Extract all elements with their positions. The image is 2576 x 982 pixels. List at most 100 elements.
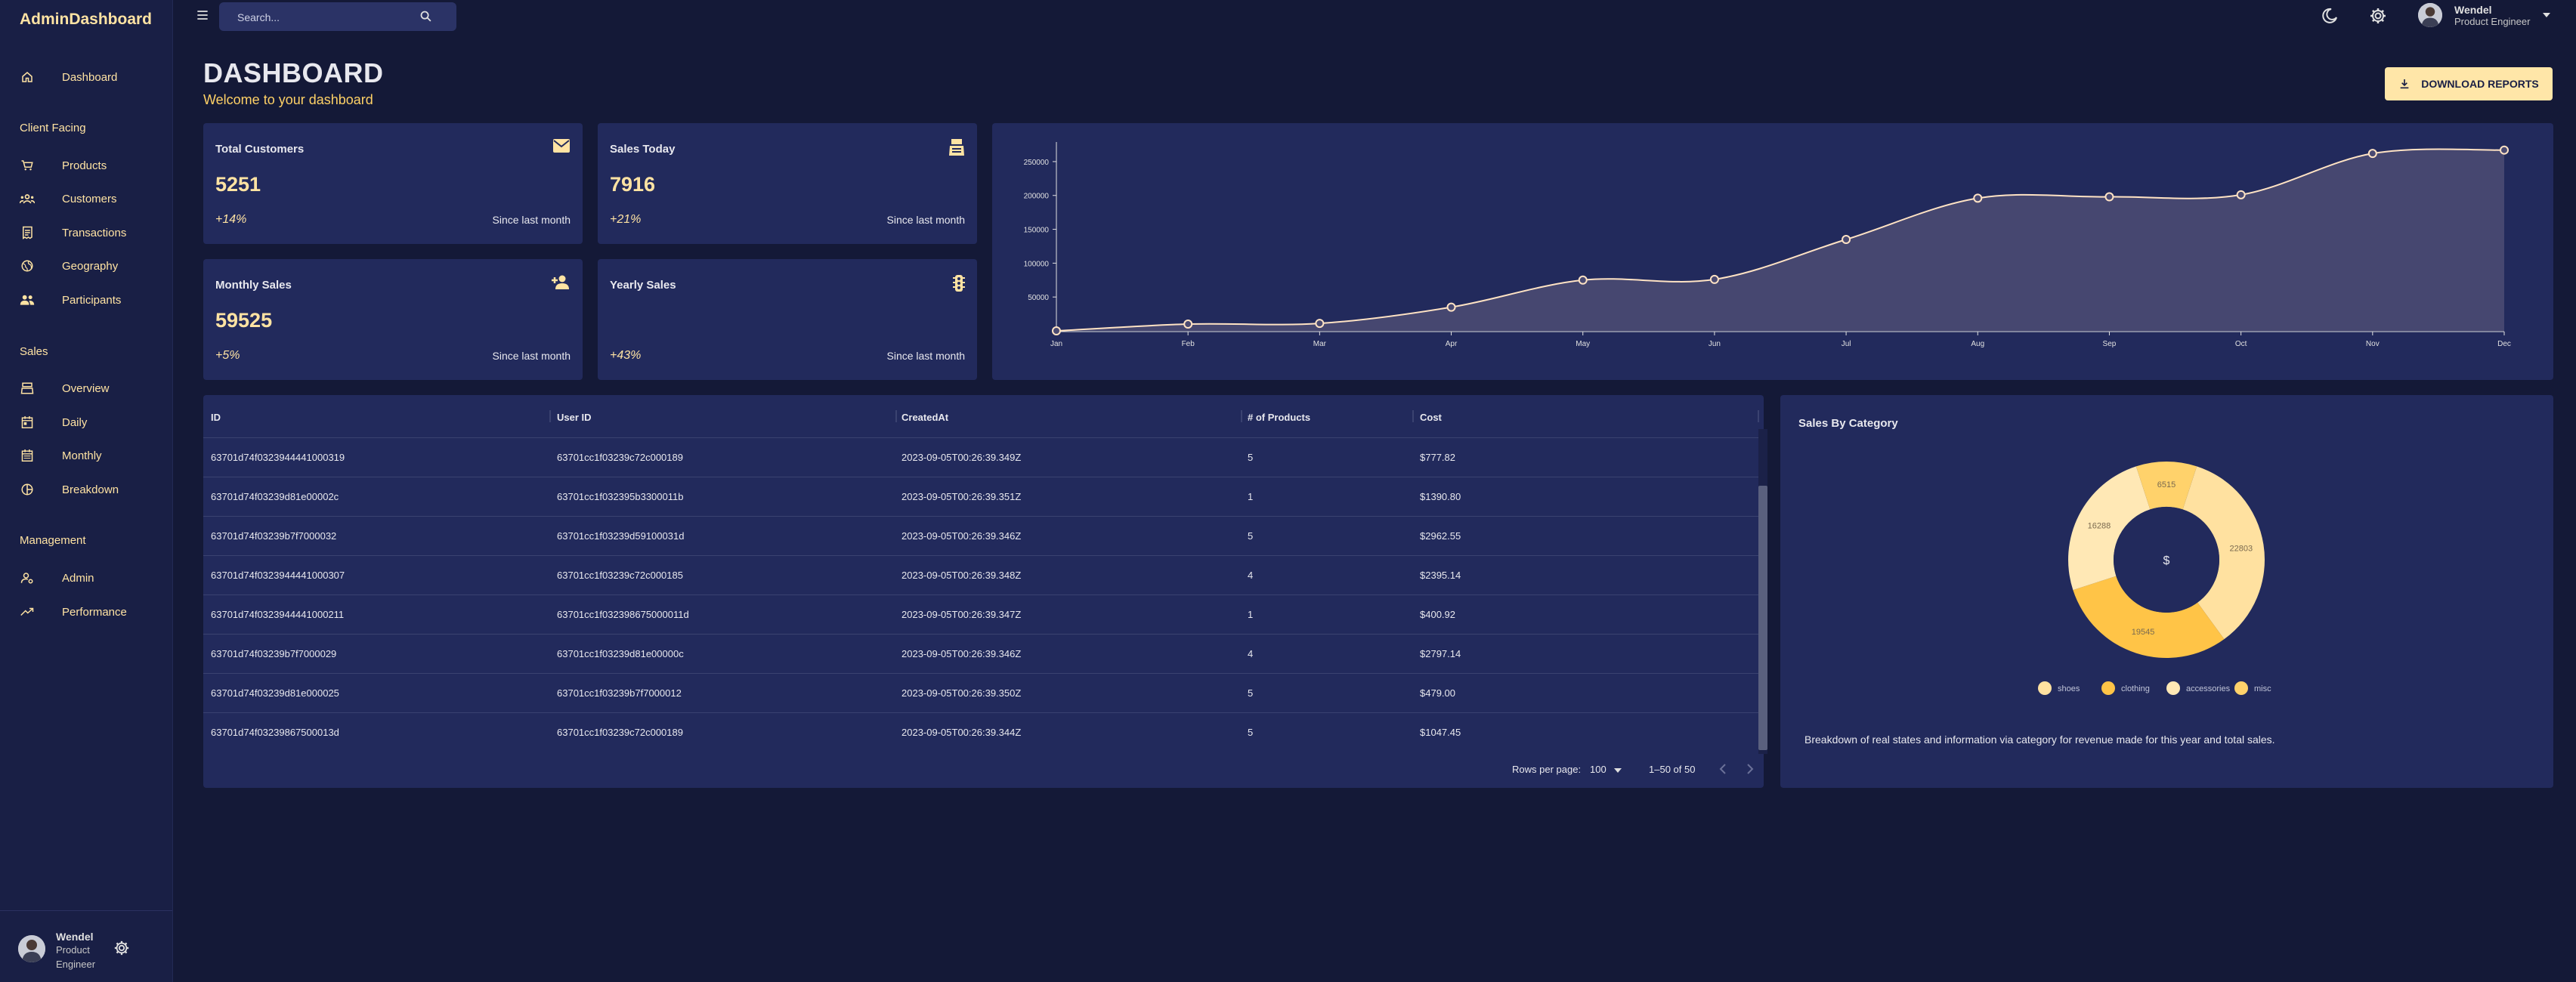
table-row[interactable]: 63701d74f03239d81e000025 63701cc1f03239b7… — [203, 673, 1764, 713]
sidebar-item-label: Breakdown — [62, 483, 119, 496]
sidebar-divider — [0, 910, 172, 911]
x-tick-label: Aug — [1971, 340, 1984, 348]
sidebar-item-monthly[interactable]: Monthly — [20, 440, 163, 471]
table-cell: $400.92 — [1420, 609, 1455, 620]
data-point — [2500, 145, 2509, 155]
column-separator[interactable] — [895, 410, 897, 422]
search-input[interactable] — [236, 2, 420, 32]
chevron-down-icon — [1613, 764, 1622, 775]
column-header-user-id[interactable]: User ID — [557, 412, 592, 423]
sidebar-item-customers[interactable]: Customers — [20, 184, 163, 214]
pie-slice-label: 19545 — [2132, 628, 2155, 637]
stat-since: Since last month — [886, 214, 966, 226]
trending-up-icon — [20, 604, 35, 619]
sales-area-chart: 50000 100000 150000 200000 250000 Jan Feb Mar Ap… — [1024, 142, 2511, 348]
table-row[interactable]: 63701d74f0323944441000307 63701cc1f03239c… — [203, 555, 1764, 595]
gear-icon[interactable] — [113, 940, 130, 960]
data-point — [1578, 275, 1588, 285]
pie-slice-accessories — [2068, 466, 2151, 591]
prev-page-icon[interactable] — [1719, 764, 1727, 778]
table-row[interactable]: 63701d74f03239867500013d 63701cc1f03239c7… — [203, 712, 1764, 752]
sidebar-item-dashboard[interactable]: Dashboard — [20, 62, 163, 92]
traffic-icon — [953, 274, 965, 296]
table-cell: $2395.14 — [1420, 570, 1461, 581]
settings-icon[interactable] — [2369, 7, 2387, 29]
dark-mode-icon[interactable] — [2321, 7, 2339, 29]
x-tick-label: Dec — [2497, 340, 2511, 348]
stat-change: +21% — [610, 213, 642, 226]
column-separator[interactable] — [1412, 410, 1414, 422]
next-page-icon[interactable] — [1746, 764, 1754, 778]
table-cell: $2962.55 — [1420, 530, 1461, 542]
table-cell: 2023-09-05T00:26:39.350Z — [901, 687, 1022, 699]
column-header-products[interactable]: # of Products — [1248, 412, 1311, 423]
stat-value: 7916 — [610, 173, 656, 196]
table-cell: 2023-09-05T00:26:39.349Z — [901, 452, 1022, 463]
x-tick-label: May — [1576, 340, 1590, 348]
data-point — [1842, 235, 1851, 244]
legend-dot — [2234, 681, 2248, 695]
stat-card-sales-today: Sales Today 7916 +21% Since last month — [598, 123, 977, 244]
stat-change: +43% — [610, 349, 642, 362]
sidebar-item-performance[interactable]: Performance — [20, 597, 163, 627]
table-row[interactable]: 63701d74f03239d81e00002c 63701cc1f032395b… — [203, 477, 1764, 517]
column-header-cost[interactable]: Cost — [1420, 412, 1442, 423]
column-header-created-at[interactable]: CreatedAt — [901, 412, 949, 423]
receipt-icon — [20, 225, 35, 240]
email-icon — [552, 138, 571, 157]
today-icon — [20, 415, 35, 430]
table-cell: $2797.14 — [1420, 648, 1461, 659]
admin-icon — [20, 570, 35, 585]
column-separator[interactable] — [1241, 410, 1242, 422]
legend-item-accessories: accessories — [2166, 681, 2231, 695]
table-cell: 63701cc1f03239d59100031d — [557, 530, 685, 542]
table-cell: 63701d74f03239d81e00002c — [211, 491, 339, 502]
sidebar-item-breakdown[interactable]: Breakdown — [20, 474, 163, 505]
legend-label: clothing — [2121, 684, 2150, 693]
sidebar-user[interactable]: Wendel Product Engineer — [18, 931, 130, 971]
pie-slice-label: 6515 — [2157, 480, 2176, 489]
people-icon — [20, 292, 35, 307]
column-separator[interactable] — [549, 410, 551, 422]
data-point — [1709, 274, 1719, 284]
table-scrollbar-thumb[interactable] — [1758, 486, 1767, 750]
table-row[interactable]: 63701d74f0323944441000211 63701cc1f032398… — [203, 594, 1764, 635]
menu-icon[interactable] — [195, 8, 210, 26]
sidebar-item-admin[interactable]: Admin — [20, 563, 163, 593]
table-row[interactable]: 63701d74f03239b7f7000032 63701cc1f03239d5… — [203, 516, 1764, 556]
table-cell: $1047.45 — [1420, 727, 1461, 738]
download-reports-button[interactable]: DOWNLOAD REPORTS — [2385, 67, 2553, 100]
table-cell: 4 — [1248, 648, 1254, 659]
table-cell: 5 — [1248, 452, 1254, 463]
stat-title: Monthly Sales — [215, 279, 292, 292]
table-row[interactable]: 63701d74f03239b7f7000029 63701cc1f03239d8… — [203, 634, 1764, 674]
calendar-month-icon — [20, 448, 35, 463]
sidebar-item-label: Daily — [62, 415, 88, 429]
home-icon — [20, 69, 35, 85]
sidebar-item-daily[interactable]: Daily — [20, 407, 163, 437]
pie-center-label: $ — [2163, 554, 2170, 567]
column-separator[interactable] — [1758, 410, 1759, 422]
sidebar-item-transactions[interactable]: Transactions — [20, 218, 163, 248]
x-tick-label: Jun — [1709, 340, 1721, 348]
search-icon[interactable] — [419, 10, 432, 26]
topbar-user-role: Product Engineer — [2454, 15, 2531, 27]
rows-per-page-label: Rows per page: — [1512, 764, 1582, 775]
rows-per-page-select[interactable]: 100 — [1590, 764, 1622, 775]
chevron-down-icon[interactable] — [2542, 8, 2551, 22]
x-tick-label: Oct — [2235, 340, 2247, 348]
topbar-user[interactable]: Wendel Product Engineer — [2418, 3, 2551, 27]
column-header-id[interactable]: ID — [211, 412, 221, 423]
x-tick-label: Sep — [2103, 340, 2117, 348]
table-cell: 63701cc1f032398675000011d — [557, 609, 689, 620]
table-cell: 63701d74f03239867500013d — [211, 727, 339, 738]
sidebar-item-label: Performance — [62, 605, 127, 619]
brand-logo[interactable]: AdminDashboard — [20, 11, 153, 28]
sidebar-item-overview[interactable]: Overview — [20, 373, 163, 403]
sidebar-item-geography[interactable]: Geography — [20, 251, 163, 281]
sidebar-item-participants[interactable]: Participants — [20, 285, 163, 315]
sidebar-item-products[interactable]: Products — [20, 150, 163, 181]
table-row[interactable]: 63701d74f0323944441000319 63701cc1f03239c… — [203, 437, 1764, 477]
sidebar-item-label: Dashboard — [62, 70, 118, 84]
y-tick-label: 50000 — [1028, 294, 1049, 302]
